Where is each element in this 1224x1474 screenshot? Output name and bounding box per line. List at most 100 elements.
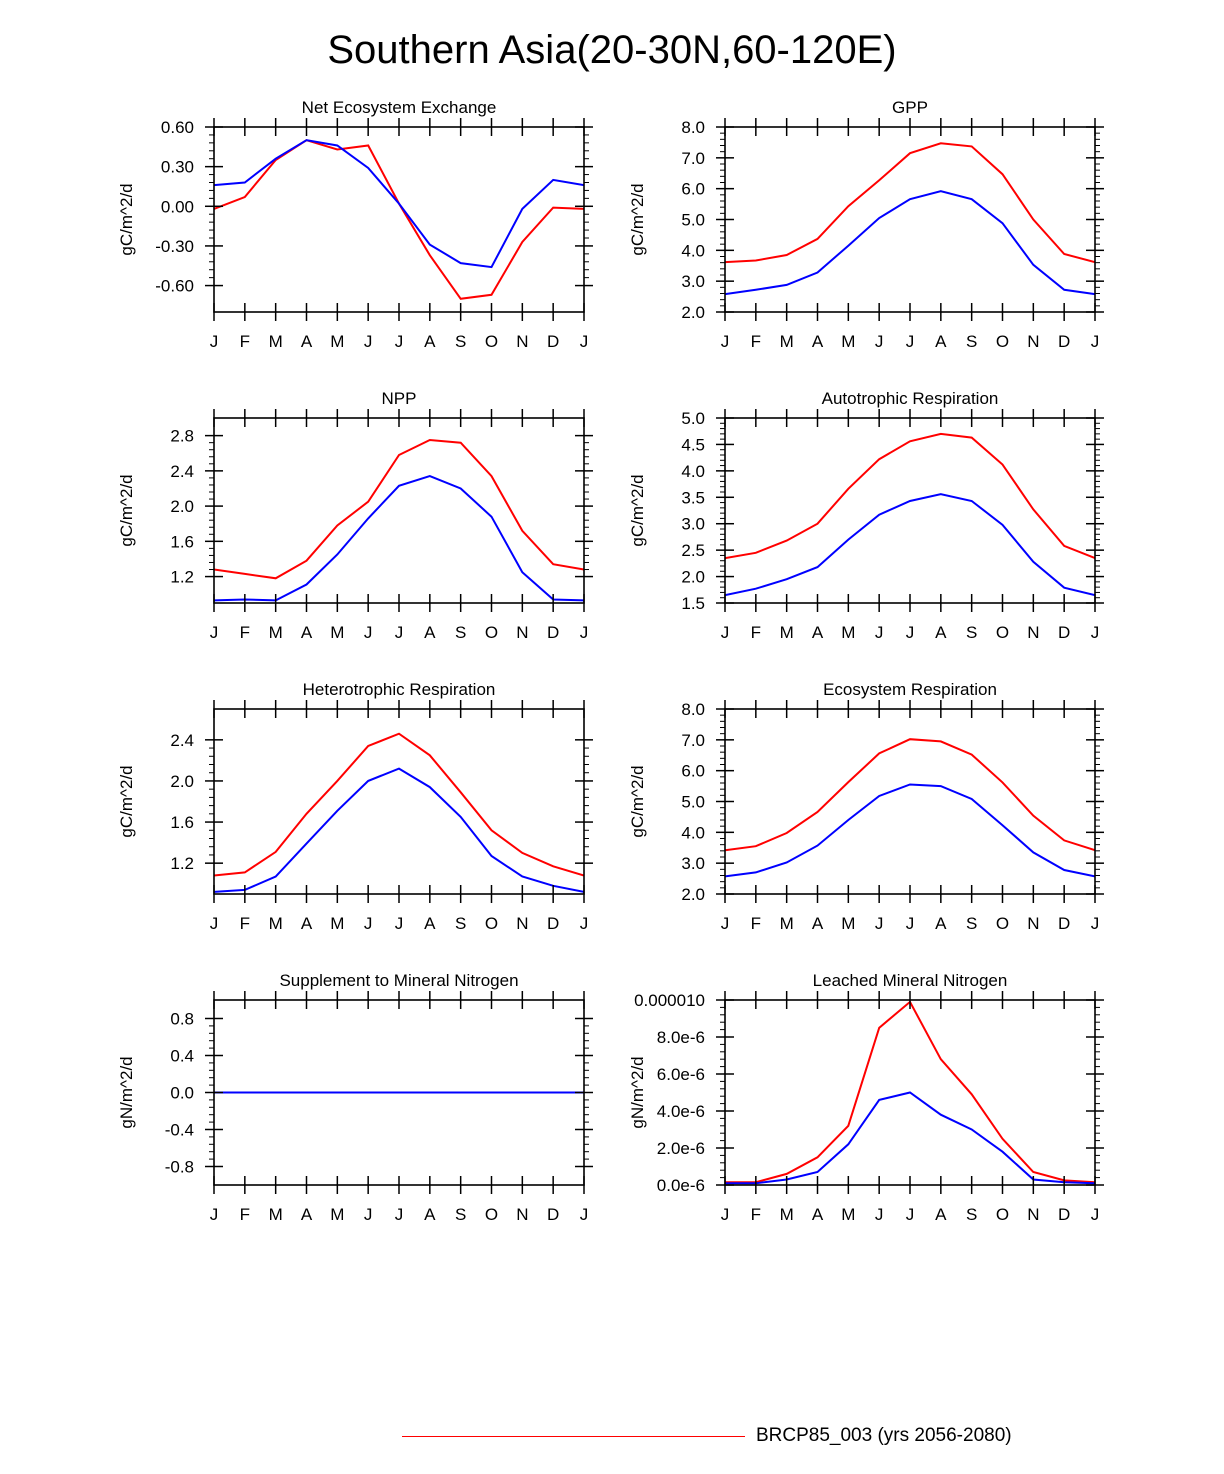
chart-4-ytick-label: 4.0 [681, 462, 705, 481]
chart-3-xtick-label: J [580, 623, 589, 642]
chart-2-ytick-label: 3.0 [681, 272, 705, 291]
chart-1-xtick-label: M [269, 332, 283, 351]
page-title: Southern Asia(20-30N,60-120E) [327, 28, 897, 72]
chart-5-frame [213, 708, 585, 895]
chart-4-ytick-label: 4.5 [681, 435, 705, 454]
chart-1-xtick-label: O [485, 332, 498, 351]
chart-4-xtick-label: J [906, 623, 915, 642]
chart-4-xtick-label: A [812, 623, 824, 642]
chart-7-xtick-label: A [301, 1205, 313, 1224]
chart-2-xtick-label: A [812, 332, 824, 351]
chart-1-xtick-label: J [395, 332, 404, 351]
chart-7-ytick-label: 0.0 [170, 1084, 194, 1103]
chart-1-xtick-label: J [364, 332, 373, 351]
chart-3-ytick-label: 2.4 [170, 462, 194, 481]
chart-4-xtick-label: N [1027, 623, 1039, 642]
chart-2-xtick-label: O [996, 332, 1009, 351]
chart-1-xtick-label: N [516, 332, 528, 351]
chart-8-series-blue [725, 1091, 1095, 1185]
chart-5-ytick-label: 2.0 [170, 772, 194, 791]
chart-1-xtick-label: M [330, 332, 344, 351]
chart-2-xtick-label: F [751, 332, 761, 351]
chart-3-xtick-label: J [364, 623, 373, 642]
chart-2-ylabel: gC/m^2/d [628, 183, 647, 255]
chart-3-xtick-label: M [269, 623, 283, 642]
chart-5-title: Heterotrophic Respiration [303, 680, 496, 699]
legend-line [402, 1436, 745, 1437]
chart-3-ylabel: gC/m^2/d [117, 474, 136, 546]
chart-6-ytick-label: 8.0 [681, 700, 705, 719]
chart-6-xtick-label: S [966, 914, 977, 933]
chart-7-xtick-label: F [240, 1205, 250, 1224]
chart-4-xtick-label: S [966, 623, 977, 642]
chart-8-ytick-label: 8.0e-6 [657, 1028, 705, 1047]
chart-4-xtick-label: F [751, 623, 761, 642]
chart-8-ytick-label: 6.0e-6 [657, 1065, 705, 1084]
chart-3-xtick-label: F [240, 623, 250, 642]
chart-2-xtick-label: J [906, 332, 915, 351]
chart-3-xtick-label: D [547, 623, 559, 642]
chart-7-ytick-label: -0.4 [165, 1121, 194, 1140]
chart-1-ytick-label: 0.30 [161, 158, 194, 177]
chart-1-frame [213, 126, 585, 313]
chart-8-xtick-label: J [1091, 1205, 1100, 1224]
chart-4-ytick-label: 5.0 [681, 409, 705, 428]
chart-2-frame [724, 126, 1096, 313]
chart-4-series-red [725, 432, 1095, 560]
chart-7-ytick-label: 0.4 [170, 1047, 194, 1066]
chart-5-xtick-label: A [301, 914, 313, 933]
chart-8-xtick-label: J [721, 1205, 730, 1224]
chart-3-xtick-label: M [330, 623, 344, 642]
chart-6-xtick-label: D [1058, 914, 1070, 933]
chart-8-xtick-label: N [1027, 1205, 1039, 1224]
chart-3-ytick-label: 2.0 [170, 497, 194, 516]
chart-3-xtick-label: A [424, 623, 436, 642]
chart-2-ytick-label: 5.0 [681, 211, 705, 230]
chart-2-xtick-label: N [1027, 332, 1039, 351]
chart-7-xtick-label: D [547, 1205, 559, 1224]
chart-3-xtick-label: A [301, 623, 313, 642]
chart-2-series-blue [725, 190, 1095, 296]
chart-3-ytick-label: 1.2 [170, 568, 194, 587]
chart-3-xtick-label: N [516, 623, 528, 642]
chart-8-xtick-label: D [1058, 1205, 1070, 1224]
chart-8-ylabel: gN/m^2/d [628, 1056, 647, 1128]
chart-4-ytick-label: 1.5 [681, 594, 705, 613]
chart-2-xtick-label: S [966, 332, 977, 351]
chart-7-ytick-label: 0.8 [170, 1010, 194, 1029]
chart-2-series-red [725, 142, 1095, 264]
chart-3-frame [213, 417, 585, 604]
chart-6-series-red [725, 738, 1095, 852]
chart-4-ytick-label: 2.5 [681, 541, 705, 560]
chart-5-xtick-label: O [485, 914, 498, 933]
chart-8-xtick-label: M [841, 1205, 855, 1224]
chart-1-series-blue [214, 139, 584, 269]
chart-8-xtick-label: F [751, 1205, 761, 1224]
chart-6-frame [724, 708, 1096, 895]
chart-4-xtick-label: O [996, 623, 1009, 642]
chart-2-ytick-label: 7.0 [681, 149, 705, 168]
chart-7-xtick-label: M [330, 1205, 344, 1224]
chart-5-xtick-label: S [455, 914, 466, 933]
chart-1-ytick-label: 0.00 [161, 197, 194, 216]
chart-4-ylabel: gC/m^2/d [628, 474, 647, 546]
chart-2-ytick-label: 8.0 [681, 118, 705, 137]
chart-2-xtick-label: M [841, 332, 855, 351]
chart-6-title: Ecosystem Respiration [823, 680, 997, 699]
chart-4-xtick-label: J [721, 623, 730, 642]
chart-6-ytick-label: 3.0 [681, 854, 705, 873]
chart-2-xtick-label: M [780, 332, 794, 351]
chart-4-series-blue [725, 493, 1095, 597]
chart-8-xtick-label: J [906, 1205, 915, 1224]
chart-7-ytick-label: -0.8 [165, 1158, 194, 1177]
chart-7-xtick-label: J [210, 1205, 219, 1224]
chart-3-xtick-label: J [210, 623, 219, 642]
chart-3-ytick-label: 2.8 [170, 427, 194, 446]
chart-7-xtick-label: O [485, 1205, 498, 1224]
chart-2-ytick-label: 4.0 [681, 241, 705, 260]
chart-8-xtick-label: A [812, 1205, 824, 1224]
